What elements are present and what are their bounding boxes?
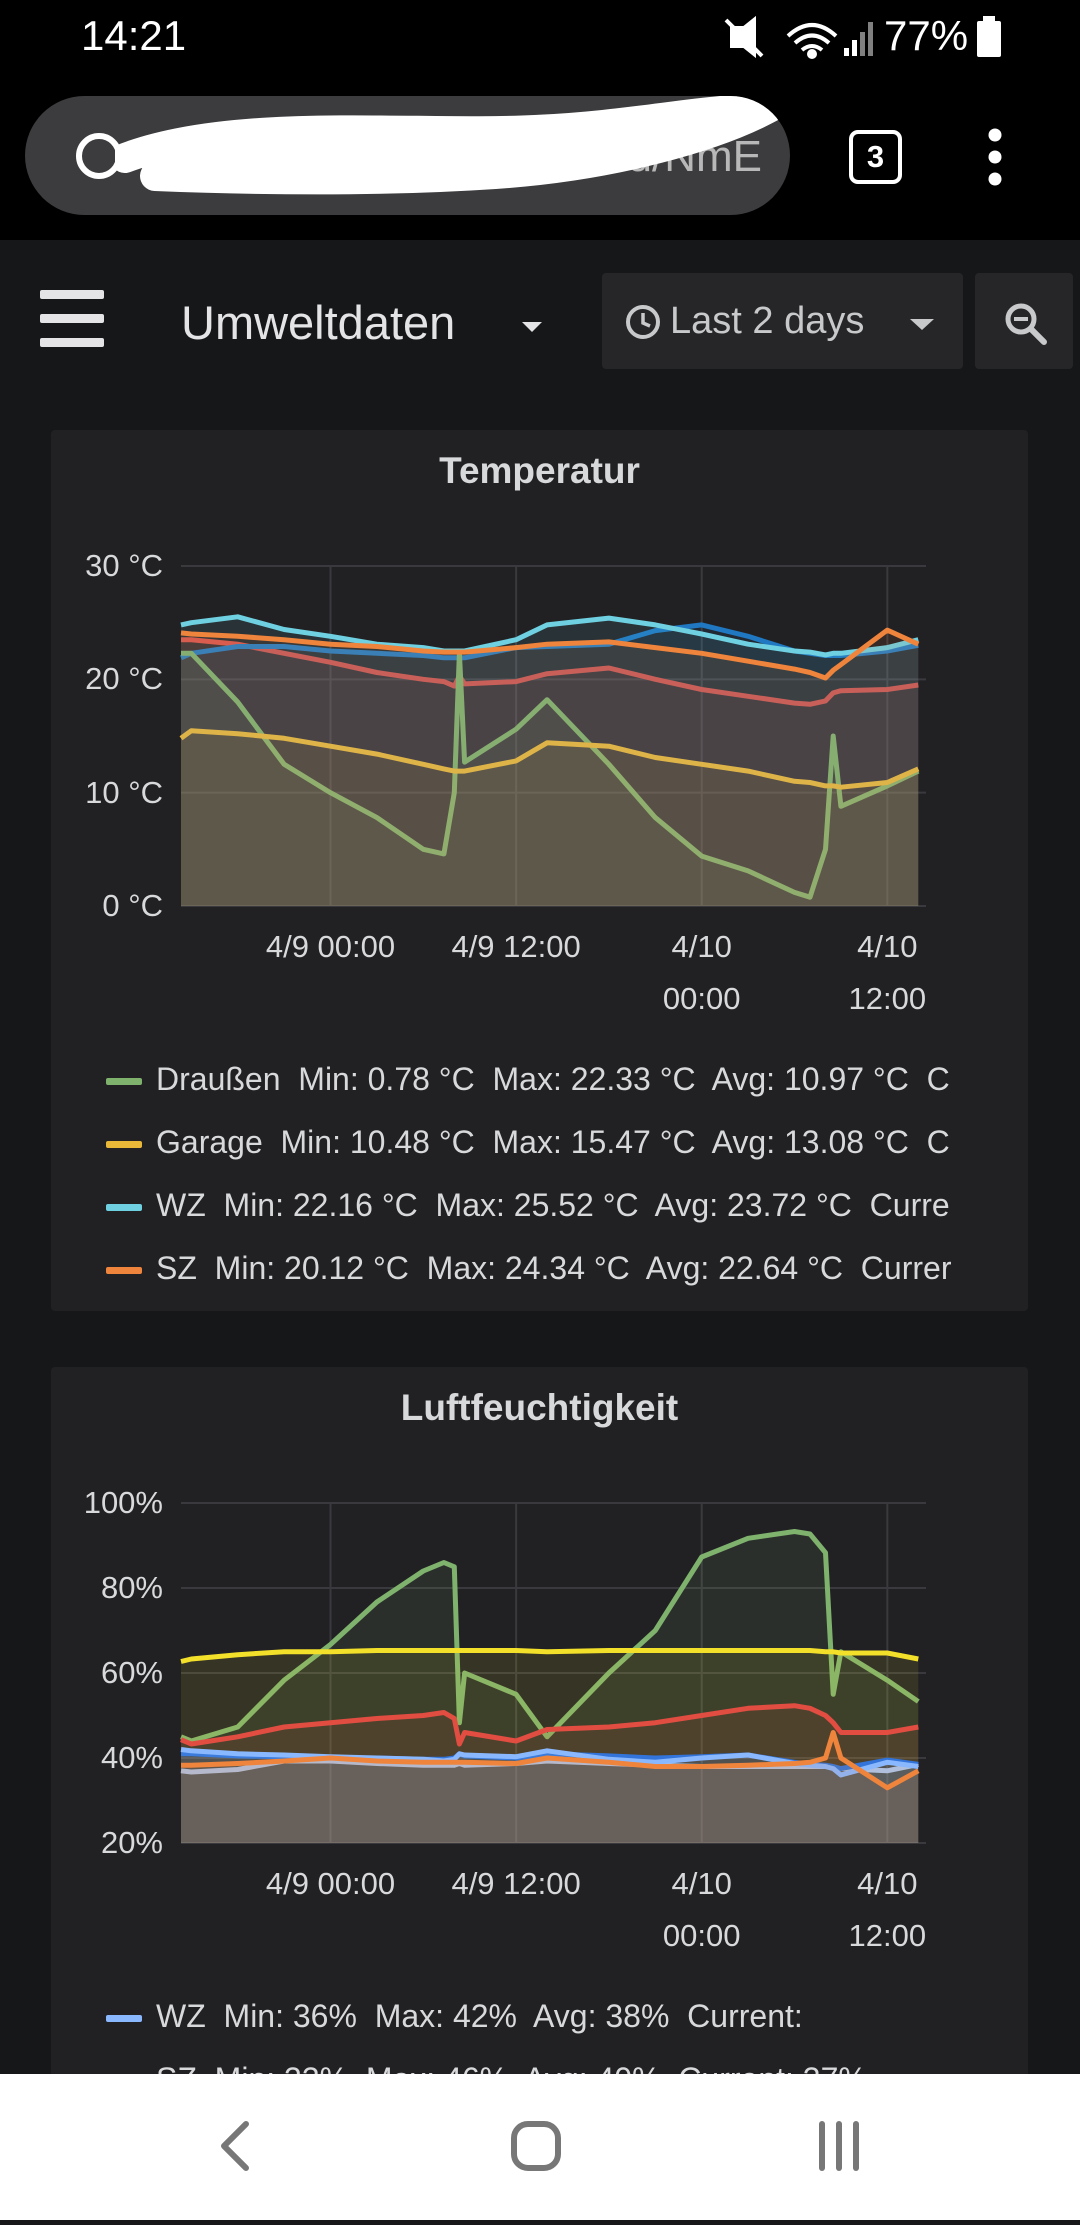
nav-icons [221,2121,859,2171]
series-area [181,1761,919,1843]
legend-swatch [106,1078,142,1086]
hamburger-menu[interactable] [40,290,104,350]
series-area [181,652,919,906]
nav-bar [0,2074,1080,2220]
series-line [179,728,920,790]
series-area [181,639,919,906]
legend-item: SZ Min: 20.12 °C Max: 24.34 °C Avg: 22.6… [106,1242,1006,1294]
y-tick-label: 0 °C [102,888,163,923]
x-tick-label: 4/10 12:00 [848,1866,927,1953]
menu-dots[interactable] [980,125,1010,189]
search-button[interactable] [975,273,1073,369]
plot [180,1502,926,1844]
series-area [181,1732,919,1843]
y-tick-label: 20% [100,1825,163,1860]
legend-stats: Min: 20.12 °C Max: 24.34 °C Avg: 22.64 °… [214,1250,952,1286]
series-area [181,730,919,906]
y-tick-label: 60% [100,1655,163,1690]
legend-item: Garage Min: 10.48 °C Max: 15.47 °C Avg: … [106,1116,1006,1168]
plot [179,565,926,907]
legend-swatch [106,1141,142,1149]
series-area [181,616,919,906]
series-line [180,627,920,681]
legend-stats: Min: 36% Max: 42% Avg: 38% Current: [223,1998,803,2034]
y-tick-label: 100% [83,1485,163,1520]
dashboard-title[interactable]: Umweltdaten [181,296,456,349]
x-tick-label: 4/9 00:00 [265,1866,396,1901]
clock-icon [626,305,660,339]
time-range: Last 2 days [670,300,865,342]
panel-title: Luftfeuchtigkeit [400,1387,679,1428]
panel: Luftfeuchtigkeit 20% 40% 60% 80% 100% 4/9 00:0… [51,1367,1028,2127]
series-area [181,630,919,906]
search-icon [1005,303,1047,345]
y-tick-label: 30 °C [85,548,163,583]
legend-stats: Min: 0.78 °C Max: 22.33 °C Avg: 10.97 °C… [298,1061,950,1097]
dropdown-caret [910,319,934,330]
x-tick-label: 4/9 12:00 [451,1866,581,1901]
legend-name: Garage [156,1124,263,1160]
legend-name: SZ [156,1250,197,1286]
legend-item: WZ Min: 36% Max: 42% Avg: 38% Current: [106,1990,1006,2042]
legend-stats: Min: 10.48 °C Max: 15.47 °C Avg: 13.08 °… [280,1124,950,1160]
x-tick-label: 4/9 00:00 [265,929,396,964]
series-line [181,637,919,707]
recents-button[interactable] [819,2121,859,2171]
dropdown-caret [522,322,542,332]
back-button[interactable] [221,2121,249,2171]
address-bar[interactable]: 000/d/NmE [25,96,790,215]
panel: Temperatur 0 °C 10 °C 20 °C 30 °C 4/9 00:00 4/… [51,430,1028,1311]
y-tick-label: 80% [100,1570,163,1605]
series-area [181,624,919,906]
y-tick-label: 40% [100,1740,163,1775]
legend-name: Draußen [156,1061,281,1097]
legend-swatch [106,1267,142,1275]
x-tick-label: 4/10 00:00 [662,1866,741,1953]
clock: 14:21 [81,12,187,59]
series-area [181,1753,919,1843]
panel-title: Temperatur [439,450,640,491]
x-tick-label: 4/9 12:00 [451,929,581,964]
series-line [180,1703,919,1747]
x-tick-label: 4/10 12:00 [848,929,927,1016]
legend-swatch [106,1204,142,1212]
legend-stats: Min: 22.16 °C Max: 25.52 °C Avg: 23.72 °… [223,1187,950,1223]
series-area [181,1749,919,1843]
series-line [180,1648,919,1664]
series-area [181,1650,919,1843]
series-area [181,1705,919,1843]
series-line [181,1730,920,1791]
legend-name: WZ [156,1998,206,2034]
x-tick-label: 4/10 00:00 [662,929,741,1016]
battery-level: 77% [884,12,969,59]
battery-icon [977,16,1001,57]
legend-item: WZ Min: 22.16 °C Max: 25.52 °C Avg: 23.7… [106,1179,1006,1231]
legend-name: WZ [156,1187,206,1223]
series-line [181,650,920,900]
series-line [180,614,919,658]
y-tick-label: 10 °C [85,774,163,810]
time-picker[interactable]: Last 2 days [602,273,963,369]
y-tick-label: 20 °C [85,661,163,697]
status-bar: 14:21 77% 000/d/NmE 3 [0,0,1080,240]
status-icons [724,15,873,59]
legend-item: Draußen Min: 0.78 °C Max: 22.33 °C Avg: … [106,1053,1006,1105]
redaction [115,96,785,195]
home-button[interactable] [511,2121,561,2171]
tab-count[interactable]: 3 [849,130,902,184]
legend-swatch [106,2015,142,2023]
